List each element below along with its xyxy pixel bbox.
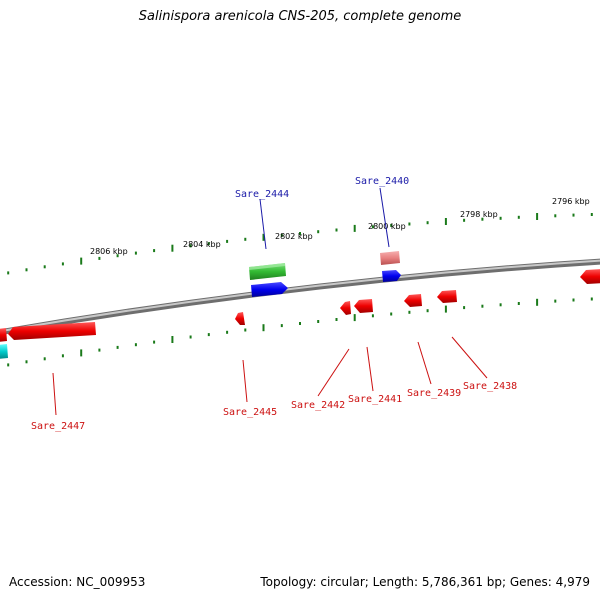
leader-line [379, 187, 390, 248]
leader-line [259, 198, 267, 250]
gene-arrow-blue[interactable] [251, 282, 288, 297]
gene-label[interactable]: Sare_2438 [463, 381, 517, 392]
gene-arrow-red[interactable] [354, 299, 373, 313]
reverse-genes [0, 269, 600, 359]
scale-label: 2796 kbp [552, 197, 590, 206]
leader-line [366, 346, 374, 392]
gene-arrow-red[interactable] [437, 290, 457, 303]
gene-label[interactable]: Sare_2441 [348, 394, 402, 405]
gene-label[interactable]: Sare_2439 [407, 388, 461, 399]
leader-line [52, 372, 57, 416]
gene-arrow-blue[interactable] [382, 270, 401, 282]
topology-stats-text: Topology: circular; Length: 5,786,361 bp… [260, 575, 590, 589]
gene-arrow-red[interactable] [8, 322, 96, 340]
gene-label[interactable]: Sare_2440 [355, 176, 409, 187]
gene-arrow-cyan[interactable] [0, 344, 8, 359]
backbone [0, 258, 600, 336]
scale-ticks-outer [7, 213, 593, 275]
scale-label: 2804 kbp [183, 240, 221, 249]
backbone-line [0, 258, 600, 336]
scale-label: 2798 kbp [460, 210, 498, 219]
gene-arrow-green[interactable] [249, 263, 286, 280]
gene-labels: Sare_2444 Sare_2440 Sare_2447 Sare_2445 … [31, 176, 517, 432]
accession-text: Accession: NC_009953 [9, 575, 146, 589]
scale-label: 2806 kbp [90, 247, 128, 256]
gene-arrow-red[interactable] [340, 301, 351, 315]
forward-genes [249, 251, 401, 297]
scale-label: 2800 kbp [368, 222, 406, 231]
map-title: Salinispora arenicola CNS-205, complete … [138, 9, 462, 24]
gene-arrow-red[interactable] [0, 328, 7, 342]
gene-label[interactable]: Sare_2442 [291, 400, 345, 411]
gene-label[interactable]: Sare_2447 [31, 421, 85, 432]
backbone-highlight [0, 259, 600, 333]
leader-line [317, 348, 350, 397]
gene-arrow-red[interactable] [580, 269, 600, 284]
gene-arrow-red[interactable] [235, 312, 245, 325]
leader-line [451, 336, 488, 379]
gene-label[interactable]: Sare_2445 [223, 407, 277, 418]
leader-line [417, 341, 432, 385]
scale-labels: 2806 kbp 2804 kbp 2802 kbp 2800 kbp 2798… [90, 197, 590, 256]
gene-arrow-red[interactable] [404, 294, 422, 307]
scale-ticks-inner [7, 297, 593, 367]
gene-label[interactable]: Sare_2444 [235, 189, 289, 200]
label-leaders [52, 187, 488, 416]
leader-line [242, 359, 248, 403]
gene-arrow-pink[interactable] [380, 251, 400, 265]
scale-label: 2802 kbp [275, 232, 313, 241]
